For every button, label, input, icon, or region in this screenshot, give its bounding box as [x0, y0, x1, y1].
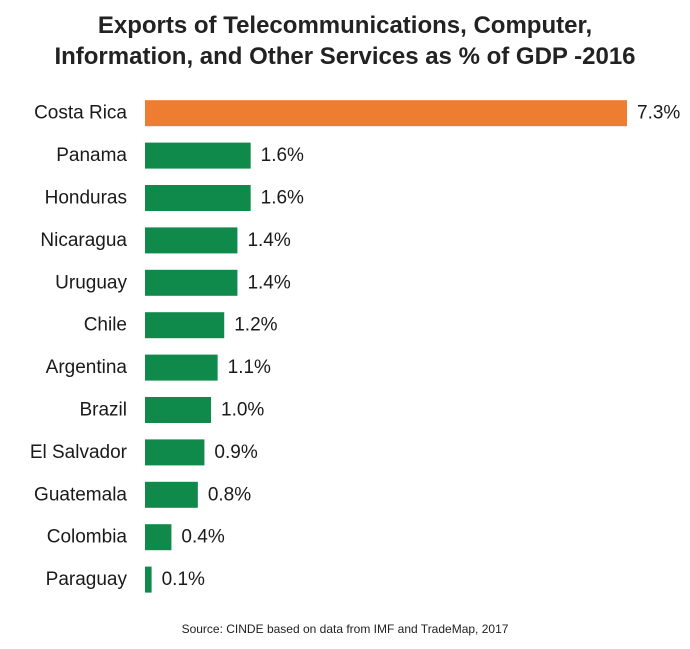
value-label: 1.4% — [247, 272, 290, 293]
value-label: 0.4% — [181, 527, 224, 548]
category-label: Nicaragua — [40, 230, 127, 251]
value-label: 0.9% — [214, 442, 257, 463]
bar-brazil — [145, 397, 212, 423]
value-label: 7.3% — [637, 103, 680, 124]
bar-el-salvador — [145, 439, 205, 466]
source-note: Source: CINDE based on data from IMF and… — [181, 622, 509, 636]
bar-costa-rica — [145, 100, 627, 127]
value-label: 1.6% — [261, 145, 304, 166]
category-label: Panama — [56, 145, 127, 166]
chart-title-line-1: Exports of Telecommunications, Computer, — [97, 12, 593, 39]
bar-nicaragua — [145, 227, 238, 254]
bar-honduras — [145, 185, 251, 211]
value-label: 1.6% — [261, 188, 304, 209]
category-label: Paraguay — [46, 569, 128, 590]
category-label: Guatemala — [34, 484, 127, 505]
bar-colombia — [145, 524, 172, 551]
category-label: Costa Rica — [34, 103, 127, 124]
value-label: 1.4% — [247, 230, 290, 251]
value-label: 1.2% — [234, 315, 277, 336]
value-label: 1.1% — [228, 357, 271, 378]
category-label: El Salvador — [30, 442, 128, 463]
category-label: Uruguay — [55, 272, 127, 293]
bar-panama — [145, 142, 251, 169]
category-label: Honduras — [45, 188, 127, 209]
value-label: 1.0% — [221, 400, 264, 421]
chart-title: Exports of Telecommunications, Computer,… — [0, 10, 690, 72]
category-label: Brazil — [79, 400, 127, 421]
chart-title-line-2: Information, and Other Services as % of … — [54, 43, 636, 70]
bar-guatemala — [145, 481, 198, 508]
category-label: Chile — [84, 315, 127, 336]
bar-chile — [145, 312, 225, 339]
category-label: Argentina — [46, 357, 128, 378]
bar-argentina — [145, 354, 218, 381]
category-label: Colombia — [47, 527, 128, 548]
bar-paraguay — [145, 566, 152, 593]
bar-uruguay — [145, 269, 238, 296]
value-label: 0.1% — [162, 569, 205, 590]
value-label: 0.8% — [208, 484, 251, 505]
